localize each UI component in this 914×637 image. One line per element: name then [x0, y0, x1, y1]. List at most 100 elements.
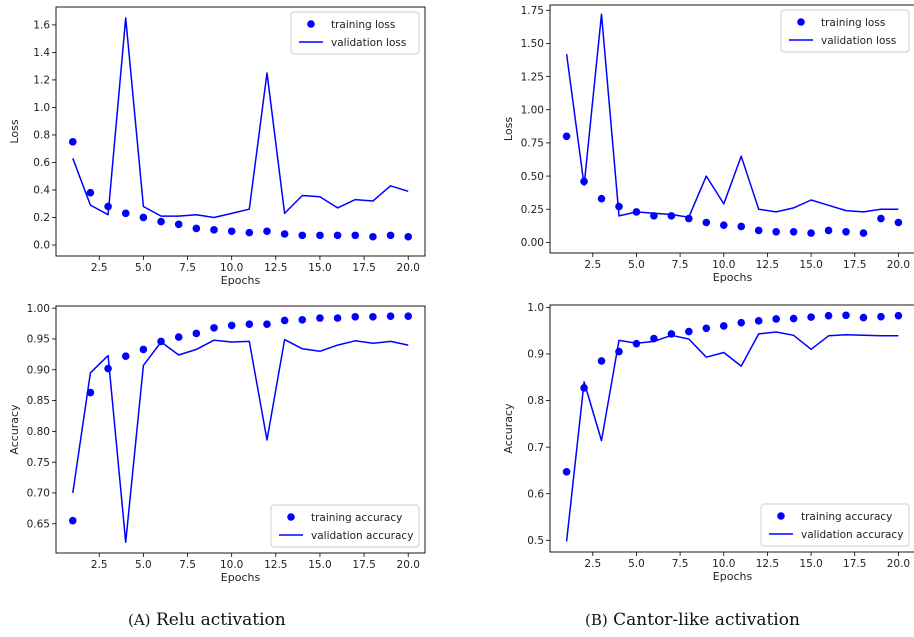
cantor-loss-legend-marker-training: [797, 18, 805, 26]
relu-loss-legend-label: training loss: [331, 19, 395, 31]
cantor-loss-ylabel: Loss: [502, 117, 515, 141]
cantor-acc-series-training-point: [562, 468, 571, 476]
cantor-loss-series-training-point: [877, 214, 885, 223]
cantor-acc-xtick-label: 17.5: [843, 558, 866, 570]
relu-loss-ytick-label: 1.6: [33, 20, 50, 32]
cantor-acc-series-training-point: [702, 324, 711, 333]
relu-loss-legend: training loss validation loss: [290, 11, 420, 55]
cantor-acc-series-training-point: [719, 322, 728, 330]
relu-loss-series-training-point: [192, 224, 201, 233]
relu-loss-series-training-point: [174, 220, 183, 229]
relu-loss-ylabel: Loss: [8, 119, 21, 143]
relu-acc-xtick-label: 15.0: [308, 559, 331, 571]
relu-acc-xtick-label: 20.0: [397, 559, 420, 571]
relu-loss-series-training-point: [386, 231, 395, 240]
relu-loss-ytick-label: 1.4: [33, 47, 50, 59]
cantor-loss-series-validation-line: [565, 13, 899, 218]
relu-acc-series-validation-line: [72, 338, 409, 543]
cantor-acc-series-training-point: [772, 315, 780, 323]
cantor-loss-series-training-point: [719, 221, 728, 229]
caption-b-text: Cantor-like activation: [613, 610, 800, 630]
cantor-acc-legend-label: training accuracy: [801, 511, 892, 523]
cantor-loss-xtick-label: 7.5: [672, 259, 689, 271]
cantor-acc-xtick-label: 7.5: [672, 558, 689, 570]
cantor-loss-xlabel: Epochs: [713, 271, 753, 284]
caption-a-text: Relu activation: [155, 610, 286, 630]
relu-acc-xtick-label: 17.5: [352, 559, 375, 571]
cantor-loss-series-training-point: [702, 218, 711, 227]
relu-acc-series-training-point: [245, 320, 254, 328]
cantor-acc-ytick-label: 0.7: [527, 442, 544, 454]
relu-loss-ytick-label: 0.0: [33, 240, 50, 252]
relu-loss-series-training-point: [263, 227, 271, 236]
relu-loss-series-training-point: [86, 188, 95, 197]
cantor-loss-xtick-label: 10.0: [712, 259, 735, 271]
relu-loss-legend-label: validation loss: [331, 37, 406, 49]
cantor-acc-series-training-point: [859, 313, 868, 322]
relu-acc-series-training-point: [227, 321, 236, 330]
relu-acc-series-training-point: [104, 364, 112, 373]
relu-acc-xtick-label: 5.0: [135, 559, 152, 571]
relu-loss-xtick-label: 2.5: [91, 262, 108, 274]
cantor-loss-xtick-label: 15.0: [799, 259, 822, 271]
relu-loss-ytick-label: 1.2: [33, 75, 50, 87]
relu-acc-series-training-point: [263, 320, 271, 328]
caption-a-label: (A): [128, 611, 151, 629]
cantor-acc-xlabel: Epochs: [713, 570, 753, 583]
cantor-loss-legend-label: validation loss: [821, 35, 896, 47]
cantor-acc-xtick-label: 12.5: [756, 558, 779, 570]
relu-loss-series-training-point: [316, 231, 324, 240]
relu-loss-ytick-label: 0.2: [33, 212, 50, 224]
relu-loss-series-training-point: [227, 227, 236, 236]
cantor-loss-series-training-point: [789, 227, 798, 236]
cantor-acc-chart: 2.5 5.0 7.5 10.0 12.5 15.0 17.5 20.0 0.5 0.6 0.7 0.…: [502, 302, 914, 583]
relu-loss-ytick-label: 0.6: [33, 157, 50, 169]
relu-acc-series-training-point: [386, 312, 395, 320]
relu-loss-series-training-point: [404, 232, 413, 241]
relu-loss-xtick-label: 17.5: [352, 262, 375, 274]
cantor-acc-xtick-label: 10.0: [712, 558, 735, 570]
cantor-acc-xtick-label: 2.5: [584, 558, 601, 570]
relu-loss-legend-marker-training: [307, 20, 315, 28]
relu-acc-xlabel: Epochs: [221, 571, 261, 584]
relu-acc-series-training-point: [316, 314, 324, 322]
cantor-loss-ytick-label: 0.25: [521, 204, 544, 216]
relu-loss-series-training-point: [351, 231, 360, 240]
relu-acc-legend-label: validation accuracy: [311, 530, 413, 542]
cantor-loss-xtick-label: 12.5: [756, 259, 779, 271]
relu-loss-xtick-label: 5.0: [135, 262, 152, 274]
relu-acc-chart: 2.5 5.0 7.5 10.0 12.5 15.0 17.5 20.0 0.65 0.70 0.7…: [8, 303, 426, 584]
relu-acc-xtick-label: 7.5: [179, 559, 196, 571]
cantor-acc-axes-frame: [549, 304, 914, 553]
cantor-loss-series-training-point: [859, 229, 868, 237]
relu-loss-series-training-point: [210, 226, 218, 234]
cantor-acc-series-training-point: [737, 318, 746, 327]
relu-acc-ytick-label: 0.90: [27, 364, 50, 376]
cantor-acc-legend-box: [760, 503, 910, 547]
cantor-loss-series-training-point: [562, 132, 571, 141]
cantor-acc-series-training-point: [685, 327, 693, 336]
relu-loss-series-training-point: [280, 230, 289, 238]
relu-loss-series-validation-line: [72, 17, 409, 219]
cantor-loss-xtick-label: 5.0: [628, 259, 645, 271]
relu-acc-xtick-label: 12.5: [264, 559, 287, 571]
relu-loss-xtick-label: 7.5: [179, 262, 196, 274]
relu-acc-ylabel: Accuracy: [8, 404, 21, 455]
relu-acc-legend-marker-training: [287, 513, 295, 521]
relu-acc-series-training-point: [280, 316, 289, 325]
cantor-loss-ytick-label: 0.00: [521, 237, 544, 249]
relu-acc-ytick-label: 0.65: [27, 518, 50, 530]
relu-acc-ytick-label: 0.95: [27, 334, 50, 346]
relu-acc-ytick-label: 1.00: [27, 303, 50, 315]
relu-acc-ytick-label: 0.80: [27, 426, 50, 438]
figure-canvas: 2.5 5.0 7.5 10.0 12.5 15.0 17.5 20.0 0.0 0.2 0.4 0.…: [8, 4, 914, 584]
cantor-loss-ytick-label: 1.50: [521, 38, 544, 50]
relu-loss-chart: 2.5 5.0 7.5 10.0 12.5 15.0 17.5 20.0 0.0 0.2 0.4 0.…: [8, 6, 426, 287]
cantor-acc-xtick-label: 20.0: [887, 558, 910, 570]
relu-acc-series-training-point: [351, 312, 360, 321]
relu-acc-series-training-point: [192, 329, 201, 338]
relu-acc-xtick-label: 2.5: [91, 559, 108, 571]
relu-acc-xtick-label: 10.0: [220, 559, 243, 571]
relu-loss-ytick-label: 1.0: [33, 102, 50, 114]
cantor-acc-ytick-label: 0.8: [527, 395, 544, 407]
